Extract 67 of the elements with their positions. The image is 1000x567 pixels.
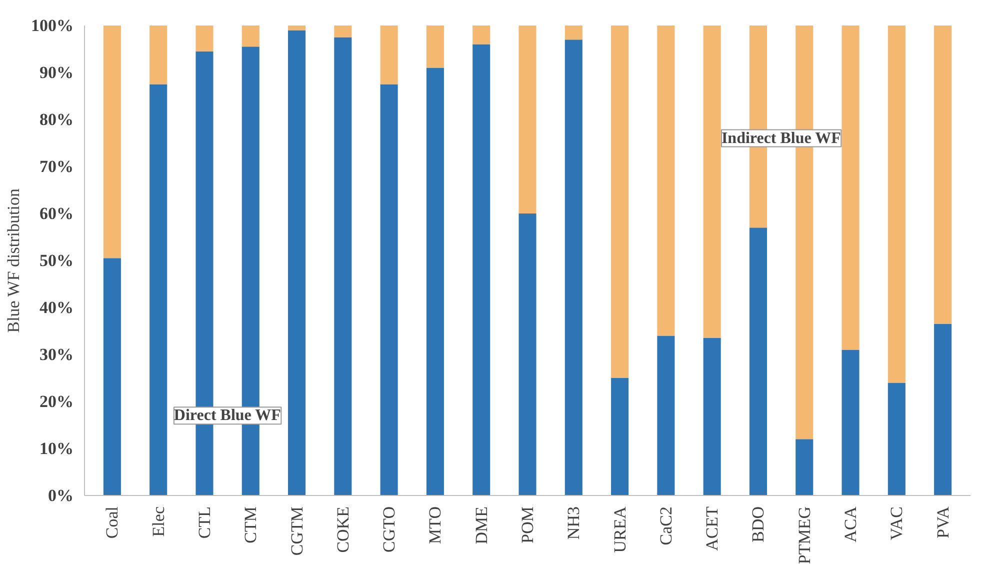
bar — [611, 378, 629, 496]
x-tick-label: CaC2 — [656, 506, 676, 546]
bar — [288, 26, 306, 30]
bar — [564, 40, 582, 496]
bar — [103, 258, 121, 496]
x-tick-label: CTM — [241, 506, 260, 544]
x-tick-label: DME — [472, 506, 491, 544]
bar — [796, 439, 814, 496]
bar — [380, 26, 398, 84]
bar — [934, 26, 952, 324]
x-tick-label: CGTM — [287, 506, 306, 556]
bar — [611, 26, 629, 378]
bar — [518, 26, 536, 214]
bar — [934, 324, 952, 496]
bar — [888, 382, 906, 496]
x-tick-label: ACET — [702, 506, 722, 551]
y-tick-label: 50% — [40, 251, 74, 270]
x-tick-label: CTL — [194, 506, 214, 539]
y-axis-title: Blue WF distribution — [4, 188, 23, 333]
x-tick-label: PVA — [933, 506, 952, 538]
x-tick-label: PTMEG — [794, 506, 814, 564]
x-tick-label: MTO — [426, 506, 445, 544]
bar — [426, 68, 444, 496]
y-tick-label: 0% — [48, 486, 74, 505]
y-tick-label: 40% — [40, 298, 74, 317]
bar — [150, 26, 168, 84]
bar — [426, 26, 444, 68]
x-tick-label: Elec — [148, 506, 168, 537]
x-tick-label: COKE — [333, 506, 352, 553]
bar — [380, 84, 398, 496]
bar — [334, 37, 352, 496]
bar — [657, 26, 675, 336]
bar — [242, 26, 260, 47]
y-tick-label: 60% — [40, 204, 74, 223]
bar — [518, 214, 536, 496]
y-tick-label: 100% — [31, 16, 74, 35]
bar — [472, 26, 490, 44]
bar — [103, 26, 121, 258]
series-label: Direct Blue WF — [174, 407, 282, 424]
x-tick-label: BDO — [748, 506, 768, 542]
y-tick-label: 30% — [40, 345, 74, 364]
x-tick-label: POM — [518, 506, 537, 544]
x-tick-label: CGTO — [380, 506, 399, 552]
bar — [334, 26, 352, 38]
bar — [842, 26, 860, 350]
bar — [888, 26, 906, 383]
bar — [657, 336, 675, 496]
bar — [150, 84, 168, 496]
x-tick-label: NH3 — [564, 506, 584, 540]
y-tick-label: 80% — [40, 110, 74, 129]
x-tick-label: ACA — [841, 506, 860, 542]
y-tick-label: 10% — [40, 439, 74, 458]
series-label: Indirect Blue WF — [721, 130, 842, 147]
bar — [703, 338, 721, 496]
bar — [196, 26, 214, 52]
bar — [472, 44, 490, 496]
bar — [564, 26, 582, 40]
x-tick-label: UREA — [610, 506, 630, 553]
bar — [749, 228, 767, 496]
y-tick-label: 20% — [40, 392, 74, 411]
x-tick-label: Coal — [102, 506, 122, 539]
bar — [703, 26, 721, 338]
y-tick-label: 90% — [40, 63, 74, 82]
y-tick-label: 70% — [40, 157, 74, 176]
bar — [842, 350, 860, 496]
bar — [288, 30, 306, 496]
x-tick-label: VAC — [887, 506, 906, 540]
